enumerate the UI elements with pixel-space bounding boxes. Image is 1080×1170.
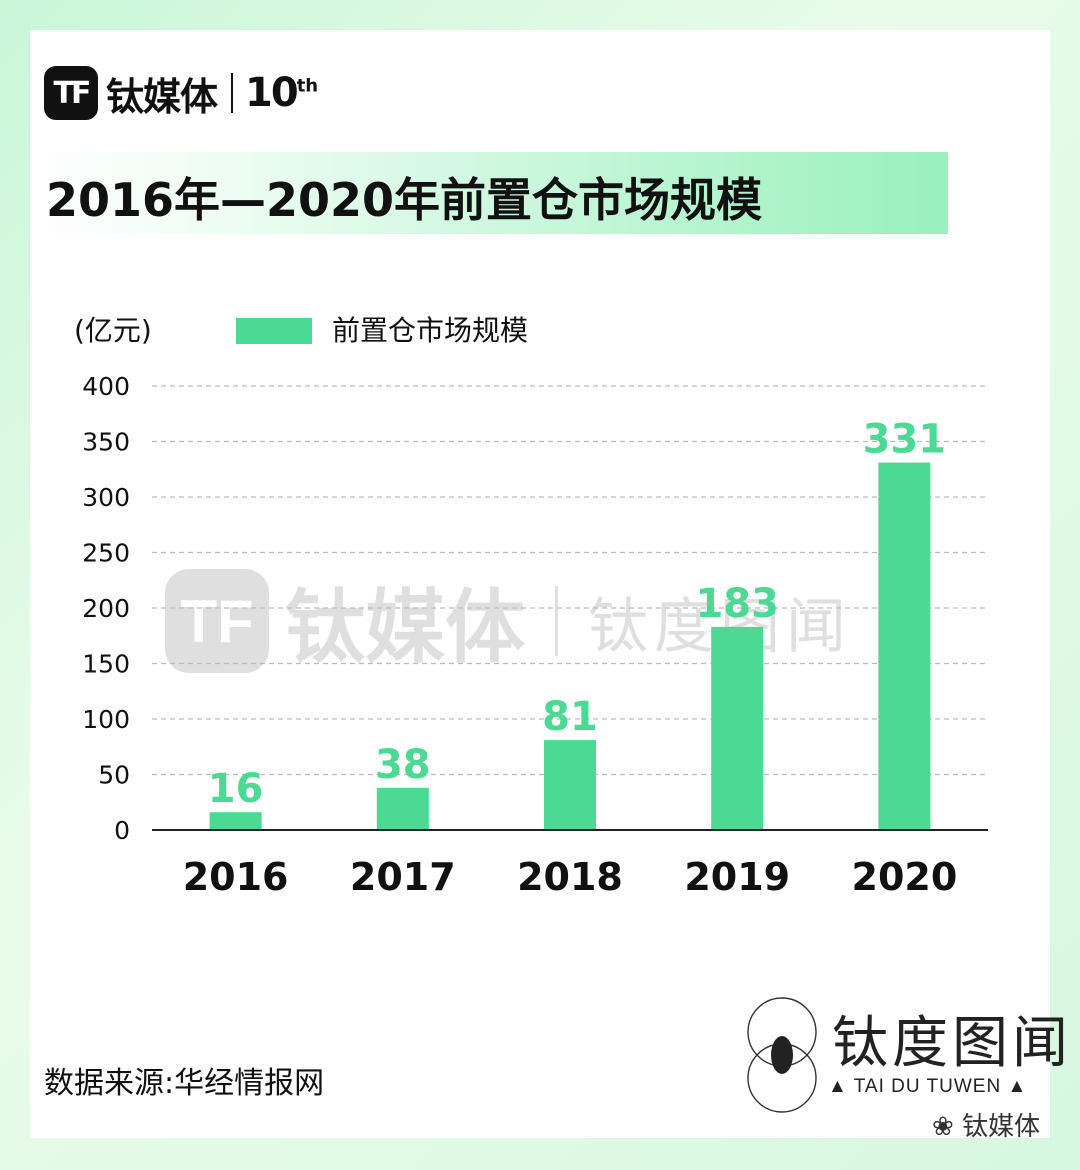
brand-divider	[231, 73, 234, 113]
legend-label: 前置仓市场规模	[332, 314, 528, 347]
y-tick-label: 200	[82, 594, 130, 623]
data-label-2016: 16	[208, 766, 264, 812]
wechat-handle-label: 钛媒体	[962, 1112, 1041, 1142]
bar-2017	[376, 787, 429, 830]
y-tick-label: 50	[98, 761, 130, 790]
eye-logo-icon	[747, 997, 817, 1113]
wechat-handle: ❀ 钛媒体	[932, 1106, 1040, 1143]
bar-2019	[711, 626, 764, 830]
bar-chart: (亿元) 前置仓市场规模 0 50 100 150 200 250 300 350 400 16…	[74, 314, 988, 899]
title-band: 2016年—2020年前置仓市场规模	[30, 152, 948, 234]
data-source: 数据来源:华经情报网	[44, 1066, 325, 1101]
anniversary-suffix: th	[296, 75, 319, 97]
y-tick-label: 0	[114, 816, 130, 845]
bar-2020	[878, 462, 931, 830]
x-tick-label-2020: 2020	[852, 855, 958, 899]
chart-card: TF 钛媒体 10th 2016年—2020年前置仓市场规模 TF 钛媒体 钛度…	[30, 30, 1068, 1142]
x-tick-label-2018: 2018	[517, 855, 623, 899]
anniversary-badge: 10th	[245, 70, 318, 116]
data-label-2018: 81	[542, 694, 598, 740]
data-labels: 16 38 81 183 331	[208, 417, 946, 813]
data-label-2017: 38	[375, 742, 431, 788]
chart-title: 2016年—2020年前置仓市场规模	[46, 173, 763, 227]
grid-lines	[152, 385, 988, 776]
x-tick-labels: 2016 2017 2018 2019 2020	[183, 855, 958, 899]
y-tick-label: 150	[82, 650, 130, 679]
data-label-2019: 183	[695, 581, 779, 627]
wechat-icon: ❀	[932, 1112, 954, 1142]
y-tick-label: 400	[82, 372, 130, 401]
y-tick-label: 300	[82, 483, 130, 512]
tmtpost-logo-icon: TF	[44, 66, 98, 120]
x-tick-label-2019: 2019	[684, 855, 790, 899]
data-label-2020: 331	[863, 417, 947, 463]
x-tick-label-2017: 2017	[350, 855, 456, 899]
y-tick-labels: 0 50 100 150 200 250 300 350 400	[82, 372, 130, 845]
brand-header: TF 钛媒体 10th	[44, 66, 318, 120]
tuwen-subtitle: ▲ TAI DU TUWEN ▲	[828, 1076, 1028, 1097]
anniversary-number: 10	[245, 70, 299, 116]
tuwen-name: 钛度图闻	[832, 1011, 1072, 1076]
brand-name: 钛媒体	[106, 74, 218, 119]
tuwen-logo: 钛度图闻 ▲ TAI DU TUWEN ▲	[740, 992, 1068, 1122]
y-tick-label: 350	[82, 428, 130, 457]
legend-swatch	[236, 318, 312, 344]
y-axis-unit: (亿元)	[74, 314, 152, 347]
y-tick-label: 100	[82, 705, 130, 734]
x-tick-label-2016: 2016	[183, 855, 289, 899]
bar-2016	[209, 812, 262, 830]
bar-2018	[544, 740, 596, 830]
bars	[209, 462, 931, 830]
y-tick-label: 250	[82, 539, 130, 568]
